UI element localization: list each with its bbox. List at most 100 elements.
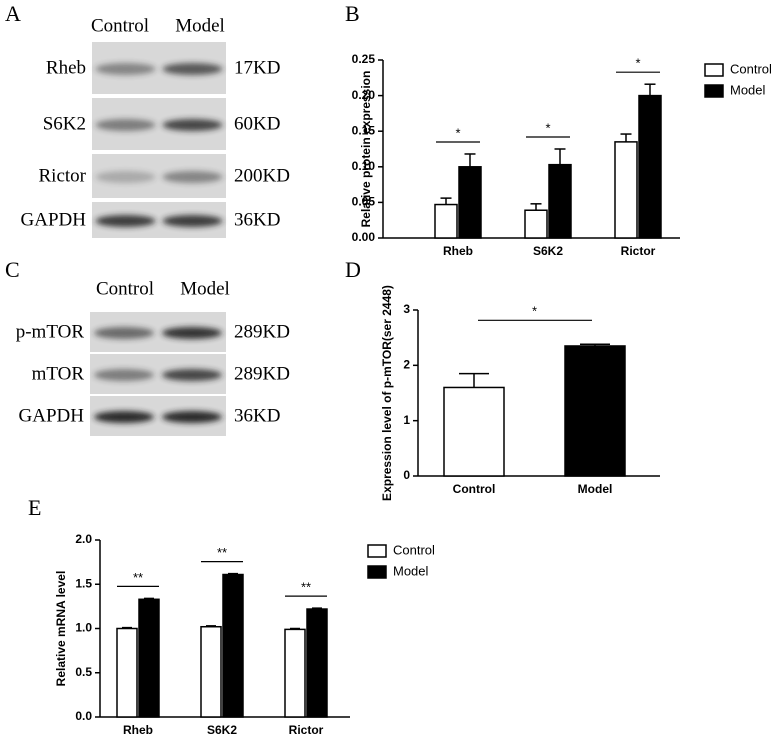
y-tick-label: 1 bbox=[403, 413, 410, 427]
legend-swatch bbox=[367, 565, 387, 579]
bar bbox=[458, 166, 482, 239]
protein-label: Rheb bbox=[46, 57, 86, 78]
y-tick-label: 0.0 bbox=[75, 709, 92, 723]
y-tick-label: 2 bbox=[403, 358, 410, 372]
protein-label: p-mTOR bbox=[16, 321, 85, 342]
blot-band bbox=[95, 215, 156, 227]
protein-label: S6K2 bbox=[43, 113, 86, 134]
error-bar bbox=[290, 627, 300, 630]
size-label: 17KD bbox=[234, 57, 280, 78]
size-label: 36KD bbox=[234, 405, 280, 426]
bar bbox=[564, 345, 626, 477]
bar bbox=[614, 141, 638, 239]
size-label: 289KD bbox=[234, 363, 290, 384]
panel-letter: E bbox=[28, 495, 41, 520]
size-label: 36KD bbox=[234, 209, 280, 230]
x-tick-label: Model bbox=[578, 482, 613, 496]
lane-label: Model bbox=[175, 15, 225, 36]
panel-letter: A bbox=[5, 1, 21, 26]
legend-swatch bbox=[367, 544, 387, 558]
error-bar bbox=[206, 625, 216, 627]
protein-label: GAPDH bbox=[21, 209, 87, 230]
bar bbox=[116, 627, 138, 718]
y-tick-label: 1.0 bbox=[75, 621, 92, 635]
bar bbox=[138, 598, 160, 718]
protein-label: mTOR bbox=[32, 363, 85, 384]
blot-band bbox=[94, 369, 154, 381]
blot-band bbox=[162, 327, 222, 339]
y-tick-label: 0.05 bbox=[352, 195, 376, 209]
y-tick-label: 1.5 bbox=[75, 576, 92, 590]
y-tick-label: 0.20 bbox=[352, 88, 376, 102]
blot-band bbox=[162, 119, 223, 131]
legend-swatch bbox=[704, 63, 724, 77]
legend-label: Model bbox=[393, 563, 429, 578]
bar bbox=[443, 386, 505, 477]
blot-band bbox=[95, 63, 156, 75]
significance-mark: * bbox=[455, 125, 460, 140]
blot-band bbox=[162, 63, 223, 75]
y-axis-label: Relative protein expression bbox=[359, 71, 373, 228]
x-tick-label: S6K2 bbox=[533, 244, 563, 258]
significance-mark: ** bbox=[133, 570, 143, 585]
x-tick-label: Rictor bbox=[289, 723, 324, 737]
bar bbox=[306, 608, 328, 718]
error-bar bbox=[459, 372, 489, 388]
panel-letter: D bbox=[345, 257, 361, 282]
lane-label: Control bbox=[96, 278, 154, 299]
size-label: 200KD bbox=[234, 165, 290, 186]
y-axis-label: Expression level of p-mTOR(ser 2448) bbox=[380, 285, 394, 501]
significance-mark: * bbox=[532, 304, 537, 319]
significance-mark: * bbox=[635, 56, 640, 71]
x-tick-label: S6K2 bbox=[207, 723, 237, 737]
y-tick-label: 0.5 bbox=[75, 665, 92, 679]
blot-band bbox=[94, 327, 154, 339]
blot-band bbox=[94, 411, 154, 423]
y-axis-label: Relative mRNA level bbox=[54, 571, 68, 687]
panel-letter: C bbox=[5, 257, 20, 282]
error-bar bbox=[464, 153, 476, 167]
bar bbox=[548, 163, 572, 239]
blot-band bbox=[162, 171, 223, 183]
error-bar bbox=[554, 148, 566, 165]
protein-label: Rictor bbox=[39, 165, 87, 186]
x-tick-label: Rheb bbox=[123, 723, 153, 737]
error-bar bbox=[440, 197, 452, 205]
lane-label: Model bbox=[180, 278, 230, 299]
bar bbox=[200, 625, 222, 718]
bar bbox=[222, 573, 244, 718]
blot-band bbox=[162, 369, 222, 381]
bar bbox=[434, 203, 458, 239]
size-label: 60KD bbox=[234, 113, 280, 134]
error-bar bbox=[580, 343, 610, 346]
bar bbox=[638, 94, 662, 239]
panel-letter: B bbox=[345, 1, 360, 26]
blot-band bbox=[95, 119, 156, 131]
blot-band bbox=[162, 215, 223, 227]
y-tick-label: 0 bbox=[403, 468, 410, 482]
blot-band bbox=[95, 171, 156, 183]
bar bbox=[524, 209, 548, 239]
protein-label: GAPDH bbox=[19, 405, 85, 426]
y-tick-label: 0.25 bbox=[352, 52, 376, 66]
y-tick-label: 3 bbox=[403, 302, 410, 316]
legend-label: Control bbox=[393, 542, 435, 557]
error-bar bbox=[530, 203, 542, 211]
error-bar bbox=[620, 133, 632, 142]
y-tick-label: 0.15 bbox=[352, 123, 376, 137]
x-tick-label: Rheb bbox=[443, 244, 473, 258]
y-tick-label: 0.10 bbox=[352, 159, 376, 173]
significance-mark: ** bbox=[301, 580, 311, 595]
error-bar bbox=[122, 626, 132, 629]
size-label: 289KD bbox=[234, 321, 290, 342]
x-tick-label: Control bbox=[453, 482, 496, 496]
error-bar bbox=[144, 597, 154, 600]
y-tick-label: 2.0 bbox=[75, 532, 92, 546]
significance-mark: ** bbox=[217, 545, 227, 560]
legend-label: Control bbox=[730, 61, 772, 76]
legend-swatch bbox=[704, 84, 724, 98]
blot-band bbox=[162, 411, 222, 423]
error-bar bbox=[312, 607, 322, 610]
error-bar bbox=[228, 572, 238, 575]
